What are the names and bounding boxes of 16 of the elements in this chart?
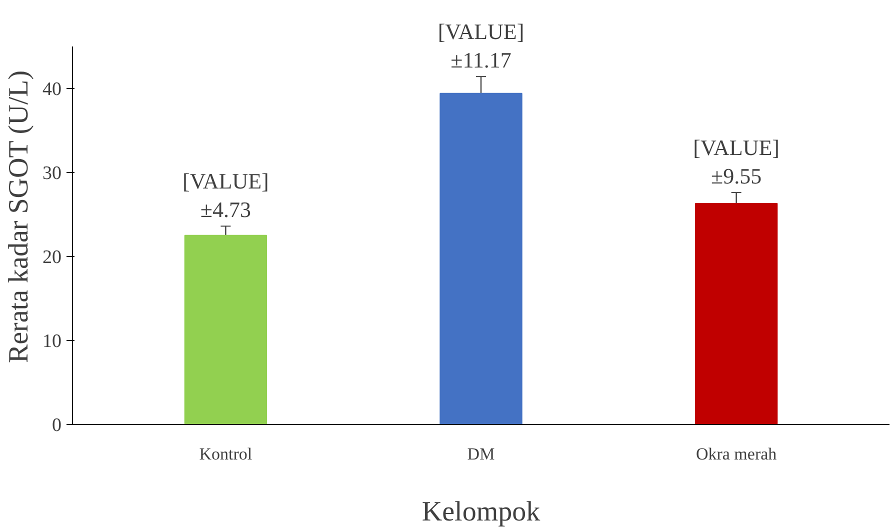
x-tick-label: Okra merah — [696, 444, 778, 464]
y-tick-label: 30 — [42, 162, 62, 184]
bar — [694, 202, 778, 424]
bar — [184, 234, 268, 424]
bar — [440, 92, 522, 424]
y-tick-label: 10 — [42, 330, 62, 352]
y-tick-label: 20 — [42, 246, 62, 268]
x-axis-title: Kelompok — [422, 496, 540, 528]
y-axis-title: Rerata kadar SGOT (U/L) — [4, 70, 34, 364]
y-tick-label: 40 — [42, 78, 62, 100]
annotation: [VALUE] ±11.17 — [438, 18, 524, 73]
x-tick-label: Kontrol — [199, 444, 252, 464]
annotation: [VALUE] ±4.73 — [182, 168, 269, 222]
annotation: [VALUE] ±9.55 — [693, 134, 780, 189]
y-tick-label: 0 — [52, 415, 62, 436]
x-tick-label: DM — [467, 444, 495, 464]
